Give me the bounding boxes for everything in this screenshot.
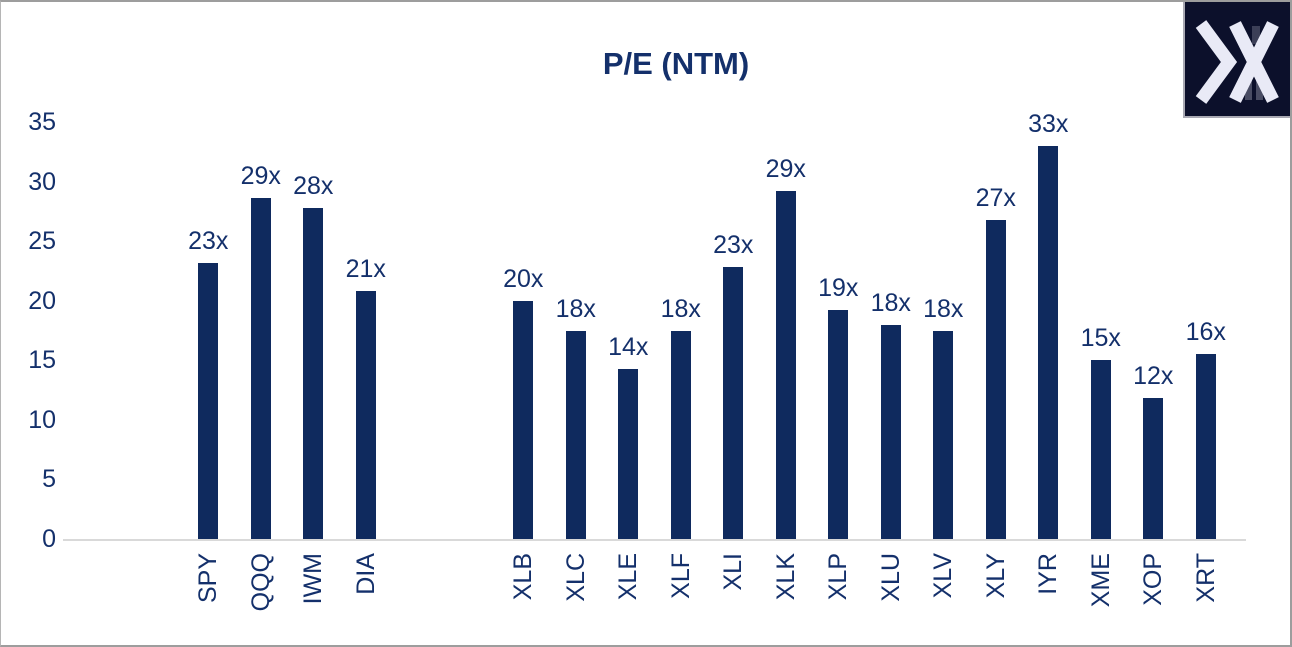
data-label-spy: 23x [188,226,229,255]
data-label-xlk: 29x [765,155,806,184]
bar-iwm [303,207,324,539]
y-axis-tick-label: 15 [28,346,56,375]
bar-xlp [828,310,849,539]
x-axis-label-xlu: XLU [876,553,905,602]
bar-xlv [933,330,954,539]
x-axis-label-xli: XLI [719,553,748,591]
bar-xly [985,219,1006,539]
bar-xme [1090,360,1111,539]
data-label-dia: 21x [345,255,386,284]
x-axis-label-iwm: IWM [299,553,328,605]
plot-area: 0 5 10 15 20 25 30 35 23x SPY 29x QQQ 28x IWM 21x DIA 2… [28,108,1246,611]
x-axis-label-xle: XLE [614,553,643,601]
data-label-qqq: 29x [240,162,281,191]
bar-xlf [670,330,691,539]
data-label-xlp: 19x [818,274,859,303]
x-axis-label-xlc: XLC [561,553,590,602]
x-axis-line [63,539,1246,541]
bar-spy [198,262,219,539]
bar-iyr [1038,145,1059,539]
bar-dia [355,291,376,539]
x-axis-label-spy: SPY [194,553,223,604]
data-label-xli: 23x [713,231,754,260]
x-axis-label-iyr: IYR [1034,553,1063,595]
data-label-xme: 15x [1080,324,1121,353]
bar-xop [1143,398,1164,539]
y-axis-tick-label: 5 [42,465,56,494]
x-axis-label-xlk: XLK [771,553,800,601]
brand-x-icon [1195,20,1279,104]
y-axis-tick-label: 10 [28,405,56,434]
data-label-xlv: 18x [923,294,964,323]
bar-xlc [565,330,586,539]
y-axis-tick-label: 30 [28,167,56,196]
bar-xlk [775,191,796,539]
y-axis-tick-label: 0 [42,525,56,553]
data-label-xrt: 16x [1185,318,1226,347]
x-axis-label-xrt: XRT [1191,553,1220,603]
x-axis-label-xly: XLY [981,553,1010,599]
x-axis-label-xlp: XLP [824,553,853,601]
bar-qqq [250,198,271,539]
bar-xli [723,267,744,539]
data-label-xle: 14x [608,332,649,361]
x-axis-label-qqq: QQQ [246,553,275,612]
x-axis-label-dia: DIA [351,553,380,595]
bar-xle [618,368,639,539]
data-label-xlf: 18x [660,294,701,323]
chart-title: P/E (NTM) [602,46,750,81]
y-axis-tick-label: 35 [28,108,56,136]
data-label-xlb: 20x [503,264,544,293]
x-axis-label-xop: XOP [1139,553,1168,606]
bar-xlb [513,300,534,539]
data-label-xlu: 18x [870,288,911,317]
data-label-xop: 12x [1133,362,1174,391]
data-label-xly: 27x [975,183,1016,212]
bar-xrt [1195,354,1216,539]
x-axis-label-xlf: XLF [666,553,695,599]
x-axis-label-xlv: XLV [929,553,958,599]
data-label-xlc: 18x [555,294,596,323]
data-label-iyr: 33x [1028,109,1069,138]
x-axis-label-xlb: XLB [509,553,538,601]
bar-xlu [880,324,901,539]
x-axis-label-xme: XME [1086,553,1115,608]
brand-logo [1183,2,1290,118]
y-axis-tick-label: 20 [28,286,56,315]
y-axis-tick-label: 25 [28,227,56,256]
data-label-iwm: 28x [293,171,334,200]
